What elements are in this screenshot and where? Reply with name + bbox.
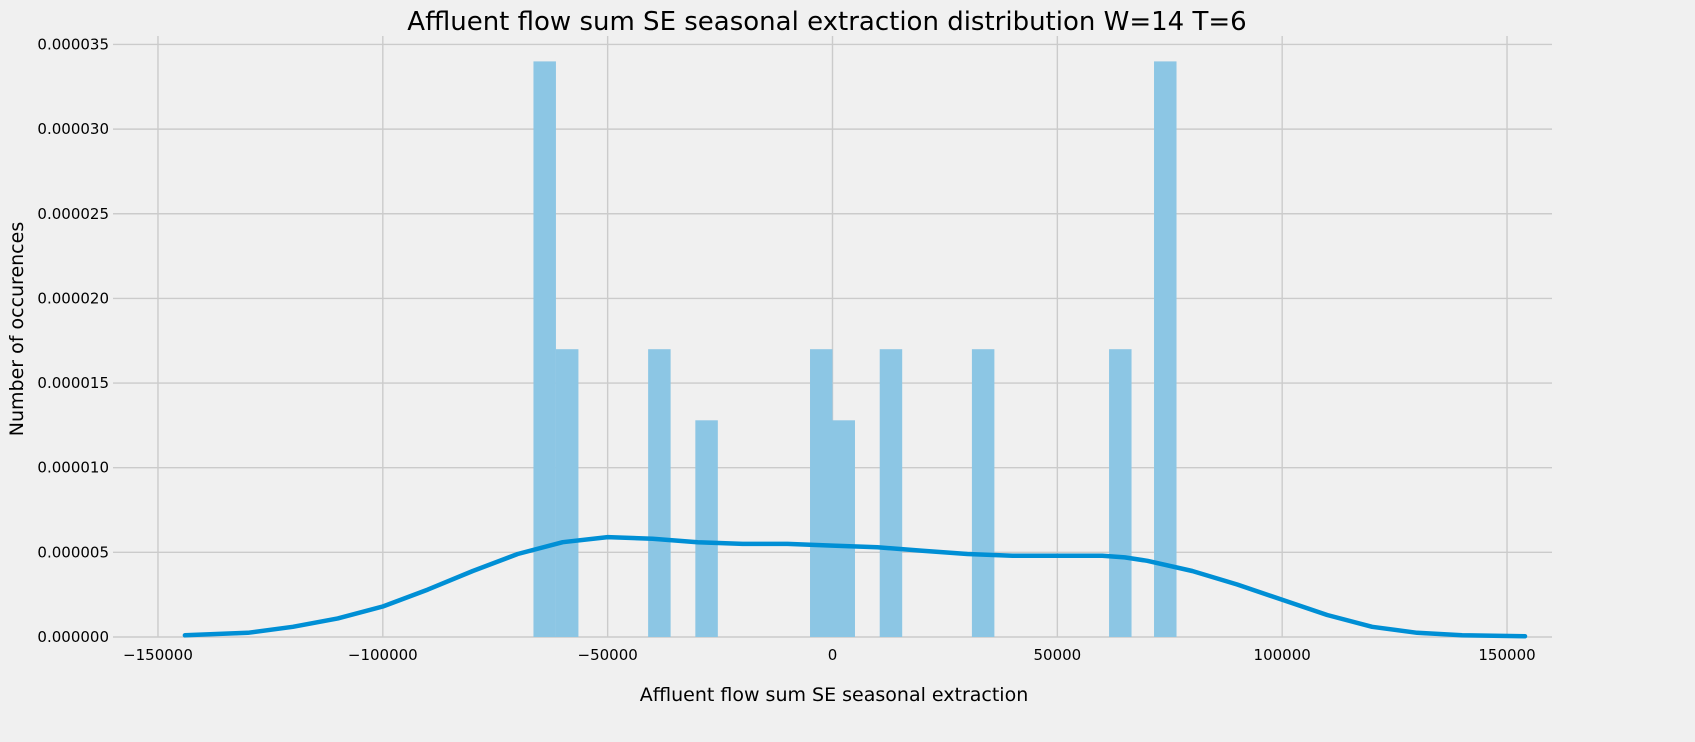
- x-tick-label: −150000: [123, 646, 193, 664]
- kde-layer: [182, 534, 1528, 639]
- x-axis-label: Affluent flow sum SE seasonal extraction: [640, 684, 1029, 706]
- histogram-bar: [879, 349, 903, 637]
- histogram-bars: [533, 61, 1177, 638]
- y-tick-label: 0.000020: [37, 289, 109, 307]
- x-tick-label: −100000: [348, 646, 418, 664]
- y-tick-labels: 0.000000 0.000005 0.000010 0.000015 0.000020…: [37, 35, 109, 646]
- x-tick-label: 0: [828, 646, 838, 664]
- y-tick-label: 0.000025: [37, 205, 109, 223]
- y-tick-label: 0.000010: [37, 459, 109, 477]
- histogram-bar: [695, 420, 718, 637]
- histogram-bar: [555, 349, 579, 637]
- x-tick-label: 100000: [1254, 646, 1311, 664]
- y-tick-label: 0.000005: [37, 543, 109, 561]
- x-tick-label: −50000: [578, 646, 638, 664]
- y-axis-label: Number of occurences: [6, 222, 28, 436]
- y-tick-label: 0.000000: [37, 628, 109, 646]
- kde-line: [182, 534, 1528, 639]
- histogram-bar: [832, 420, 855, 637]
- x-tick-label: 50000: [1033, 646, 1081, 664]
- x-tick-labels: −150000 −100000 −50000 0 50000 100000 150000: [123, 646, 1536, 664]
- histogram-bar: [1154, 61, 1177, 638]
- histogram-bar: [533, 61, 556, 638]
- x-tick-label: 150000: [1478, 646, 1535, 664]
- histogram-bar: [648, 349, 671, 637]
- y-tick-label: 0.000015: [37, 374, 109, 392]
- y-tick-label: 0.000030: [37, 120, 109, 138]
- chart-title: Affluent flow sum SE seasonal extraction…: [407, 7, 1246, 37]
- histogram-bar: [810, 349, 833, 637]
- y-tick-label: 0.000035: [37, 35, 109, 53]
- histogram-bar: [971, 349, 995, 637]
- histogram-bar: [1109, 349, 1132, 637]
